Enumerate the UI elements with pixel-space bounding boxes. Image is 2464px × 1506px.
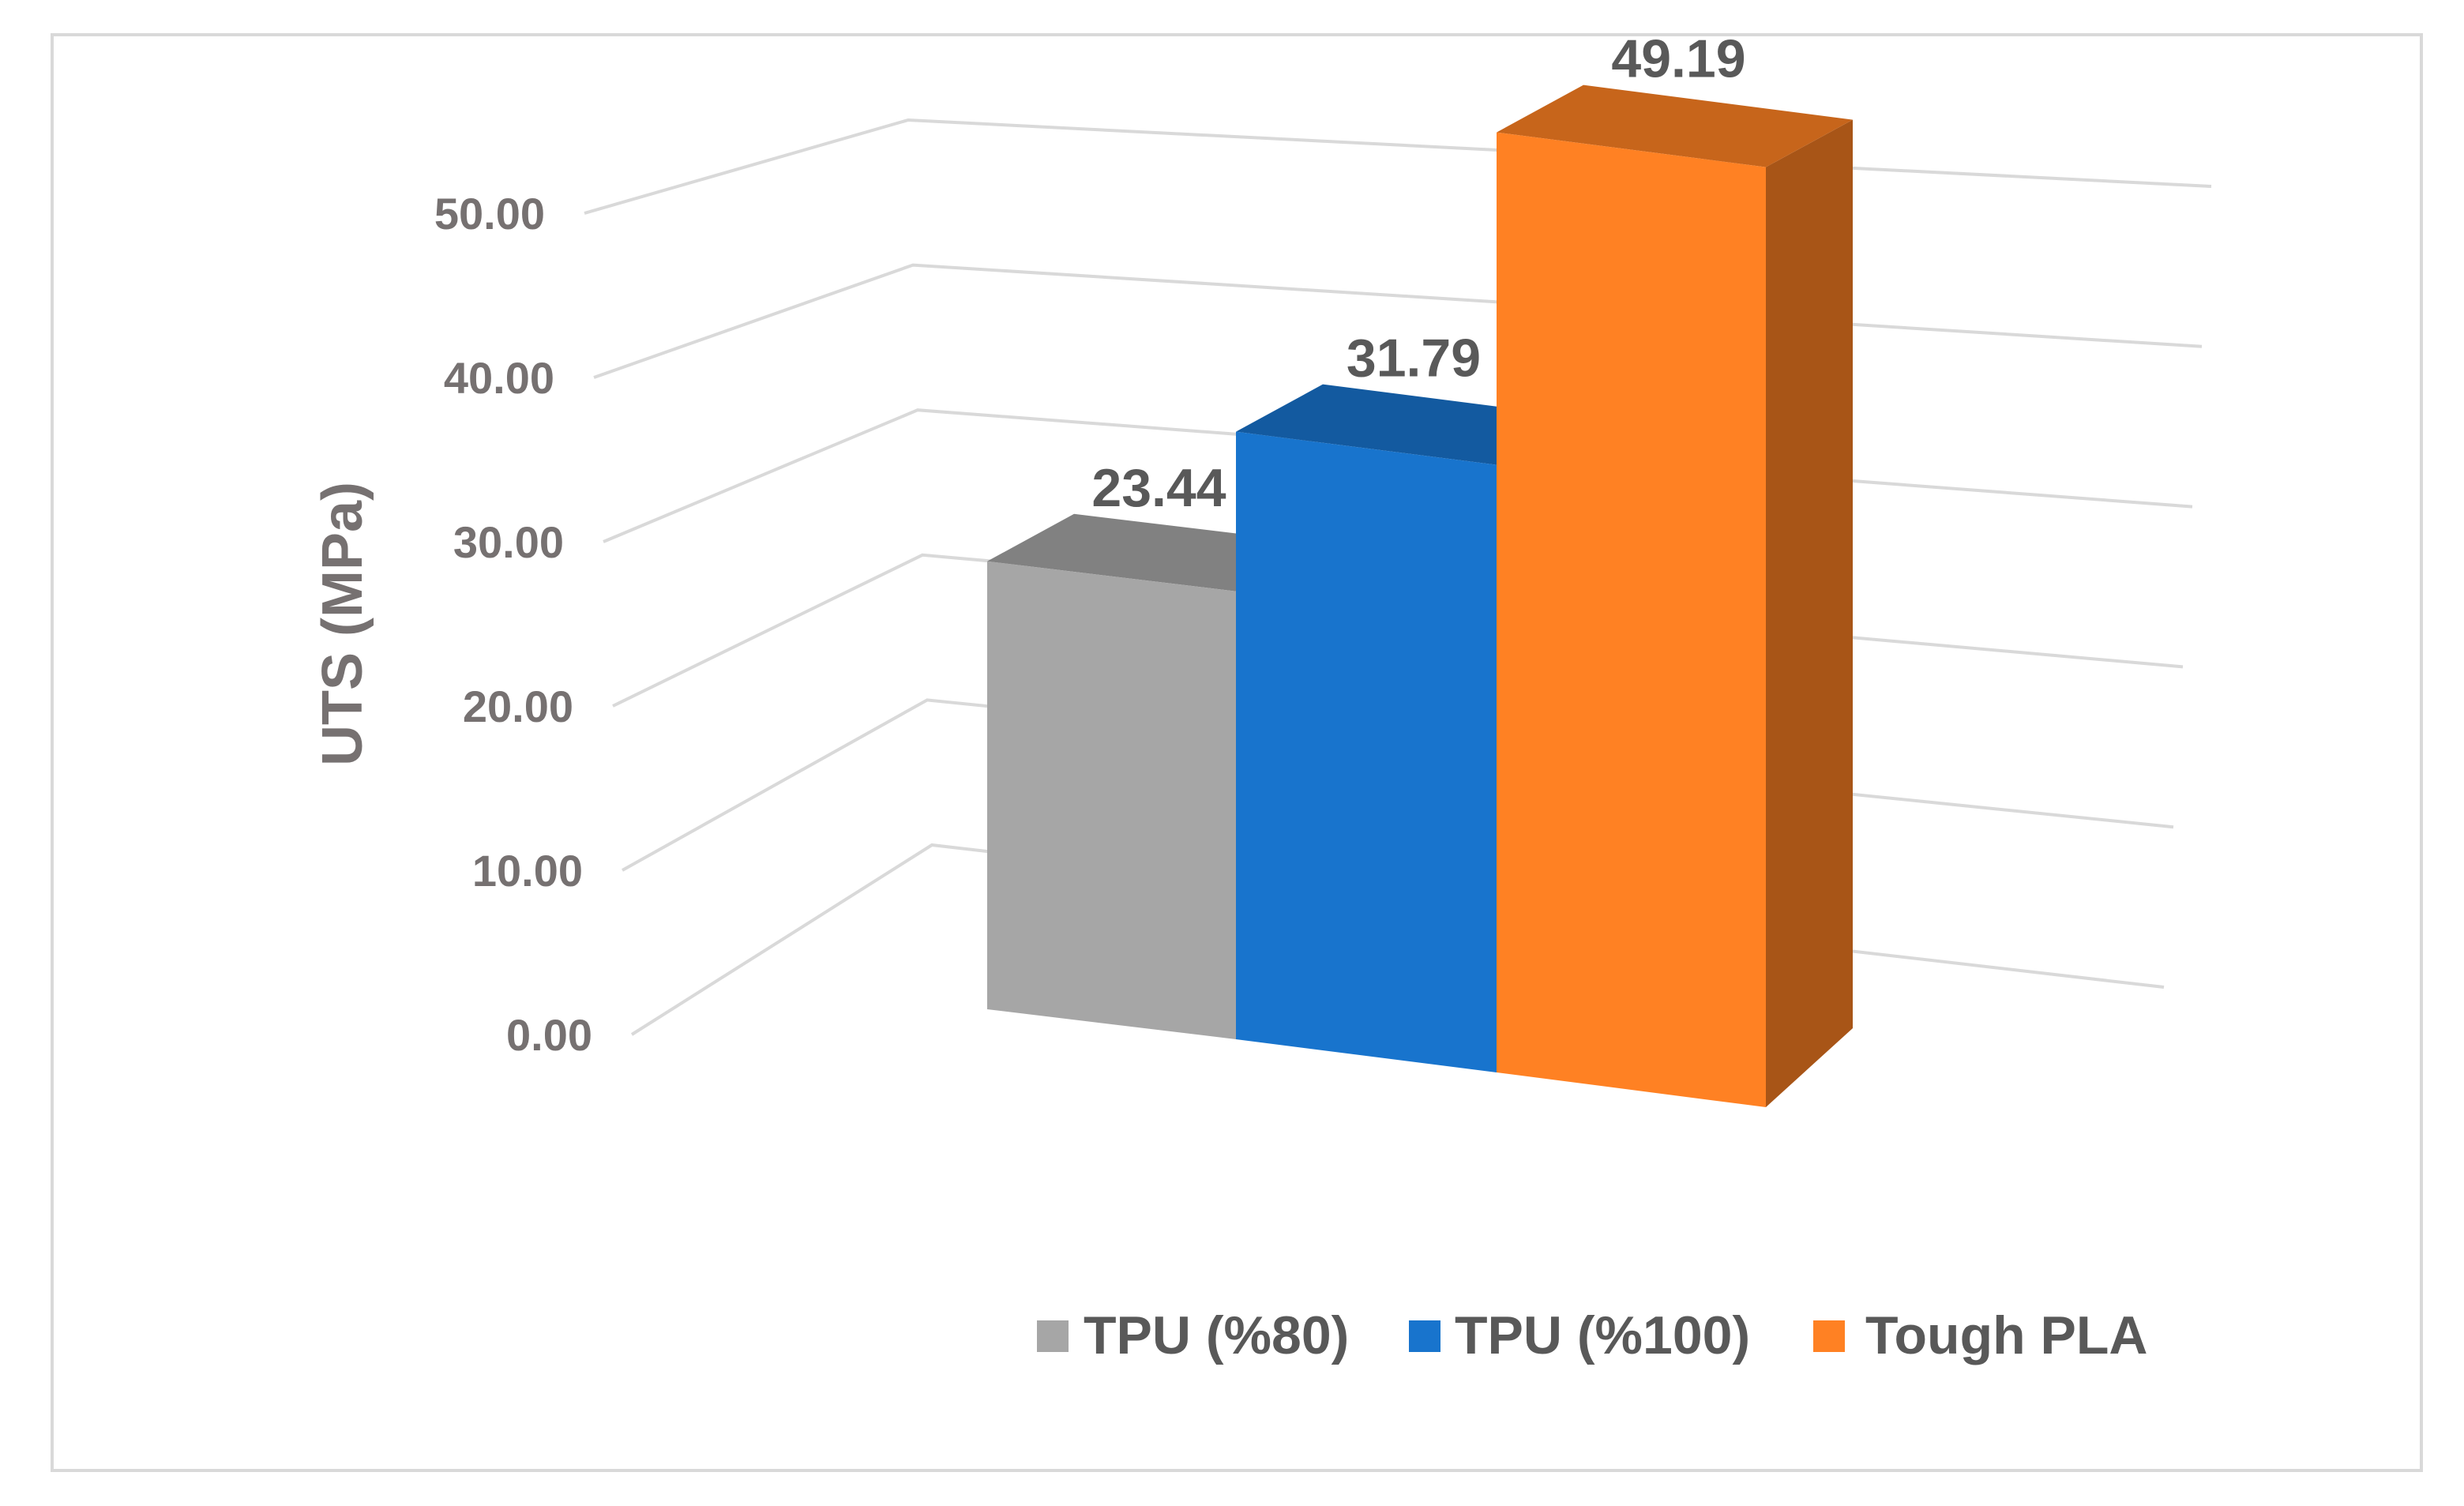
legend: TPU (%80) TPU (%100) Tough PLA (1037, 1305, 2148, 1365)
y-tick-label: 50.00 (434, 189, 545, 238)
data-label-tpu-80: 23.44 (1091, 458, 1226, 518)
y-tick-label: 0.00 (506, 1010, 592, 1060)
legend-label-tpu-100: TPU (%100) (1455, 1305, 1750, 1365)
y-tick-label: 40.00 (444, 353, 554, 403)
legend-label-tpu-80: TPU (%80) (1084, 1305, 1349, 1365)
bar-side-tough-pla (1766, 119, 1853, 1107)
bar-front-tough-pla (1497, 132, 1766, 1107)
legend-label-tough-pla: Tough PLA (1865, 1305, 2148, 1365)
y-tick-label: 20.00 (463, 682, 573, 731)
bar-tough-pla (1497, 85, 1853, 1107)
y-tick-label: 30.00 (453, 517, 564, 567)
data-label-tough-pla: 49.19 (1611, 29, 1745, 89)
bar-front-tpu-100 (1236, 431, 1497, 1072)
y-axis-title: UTS (MPa) (311, 482, 374, 766)
legend-swatch-tpu-100 (1409, 1320, 1440, 1352)
data-label-tpu-100: 31.79 (1347, 329, 1481, 389)
y-tick-label: 10.00 (472, 846, 583, 896)
legend-swatch-tpu-80 (1037, 1320, 1069, 1352)
bar-top-tough-pla (1497, 85, 1853, 167)
bar-front-tpu-80 (987, 561, 1236, 1039)
legend-swatch-tough-pla (1813, 1320, 1845, 1352)
gridline (584, 118, 2212, 215)
